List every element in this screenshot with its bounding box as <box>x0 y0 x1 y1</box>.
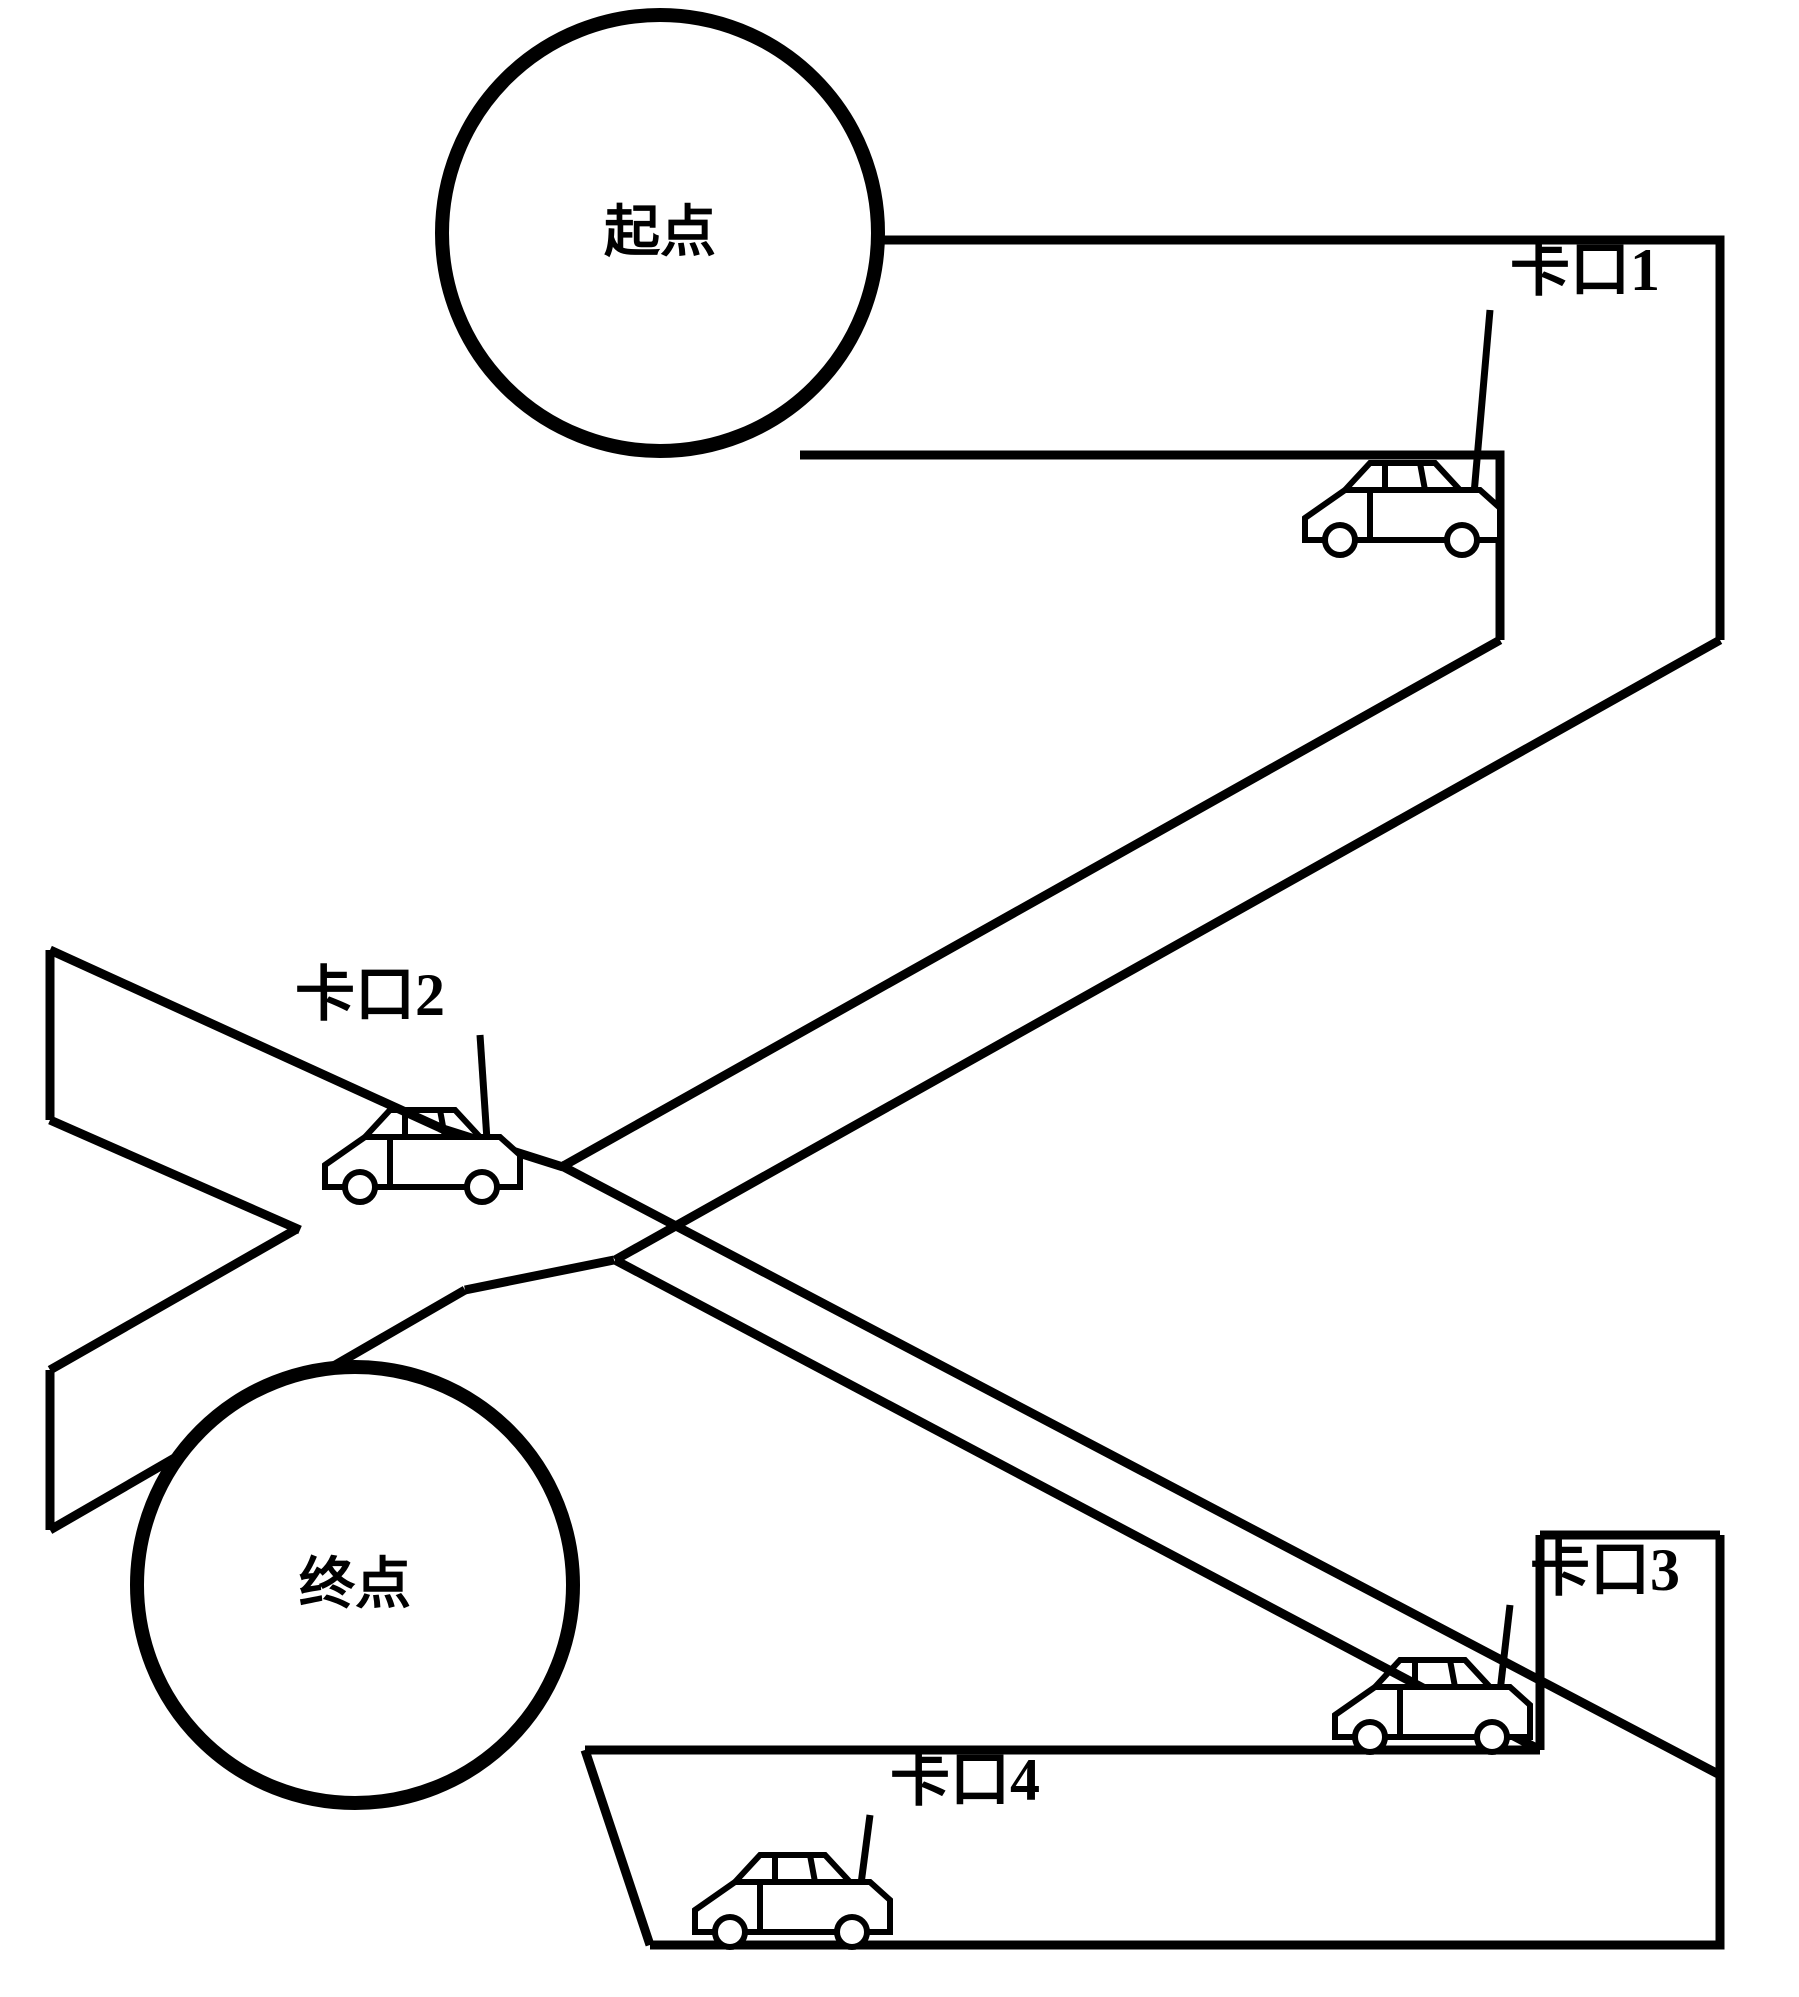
checkpoint-2: 卡口2 <box>295 962 520 1202</box>
checkpoint-3: 卡口3 <box>1335 1537 1680 1752</box>
road-cross-nw-lower <box>50 1120 300 1230</box>
checkpoint-1-car <box>1305 463 1500 555</box>
road-diag-top-lower <box>615 640 1720 1260</box>
road-diag-top-upper <box>565 640 1500 1165</box>
road-bottom-left-cap <box>585 1750 650 1945</box>
road-diag-mid-upper <box>560 1165 1720 1775</box>
checkpoint-4: 卡口4 <box>695 1747 1040 1947</box>
checkpoint-2-label: 卡口2 <box>295 962 445 1028</box>
road-cross-sw-upper <box>50 1230 295 1370</box>
checkpoint-1-label: 卡口1 <box>1510 237 1660 303</box>
node-start: 起点 <box>442 15 878 451</box>
end-label: 终点 <box>299 1554 411 1616</box>
node-end: 终点 <box>137 1367 573 1803</box>
checkpoint-3-label: 卡口3 <box>1530 1537 1680 1603</box>
road-cross-ctr-bot <box>465 1260 614 1290</box>
start-label: 起点 <box>604 202 716 264</box>
checkpoint-4-label: 卡口4 <box>890 1747 1040 1813</box>
road-top-right-lower <box>800 455 1500 640</box>
road-diag-mid-lower <box>615 1260 1540 1750</box>
checkpoint-1: 卡口1 <box>1305 237 1660 555</box>
